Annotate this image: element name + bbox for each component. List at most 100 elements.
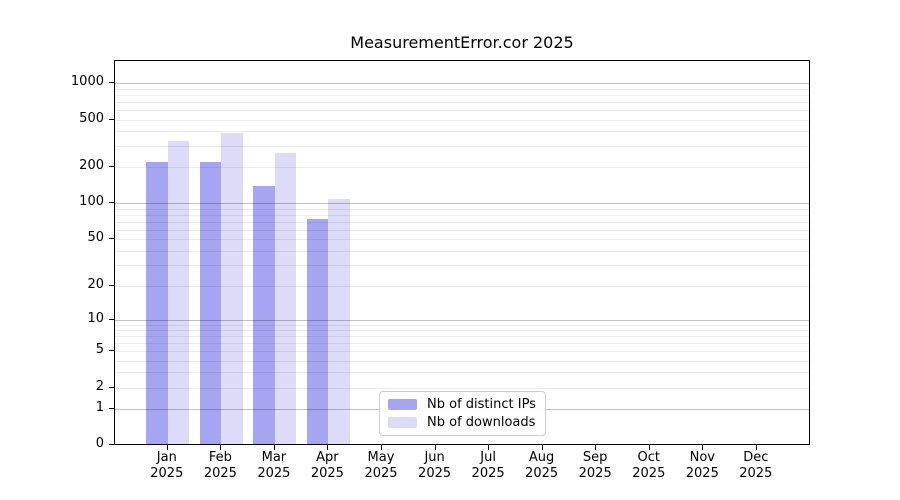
gridline-minor [115,336,809,338]
x-tick-label: Aug 2025 [510,450,574,482]
legend: Nb of distinct IPs Nb of downloads [379,391,546,436]
x-tick-mark [648,445,650,450]
x-tick-year: 2025 [364,466,398,481]
y-tick-mark [109,407,114,409]
gridline-major [115,83,809,85]
y-tick-label: 500 [79,110,104,126]
x-tick-month: Apr [316,450,339,465]
x-tick-mark [488,445,490,450]
gridline-minor [115,221,809,223]
plot-area [114,60,810,445]
x-tick-label: Jul 2025 [456,450,520,482]
gridline-minor [115,95,809,96]
legend-item: Nb of distinct IPs [388,397,537,412]
x-tick-mark [434,445,436,450]
x-tick-year: 2025 [203,466,237,481]
x-tick-year: 2025 [525,466,559,481]
gridline-major [115,203,809,205]
x-tick-year: 2025 [257,466,291,481]
chart-title: MeasurementError.cor 2025 [350,33,574,52]
x-tick-mark [541,445,543,450]
y-tick-label: 10 [87,310,104,326]
gridline-minor [115,215,809,216]
y-tick-label: 2 [95,378,104,394]
legend-swatch-downloads [388,417,417,428]
y-tick-label: 20 [87,276,104,292]
x-tick-label: Dec 2025 [724,450,788,482]
x-tick-year: 2025 [471,466,505,481]
y-tick-mark [109,82,114,84]
gridline-minor [115,131,809,133]
x-tick-mark [702,445,704,450]
gridline-minor [115,360,809,362]
x-tick-year: 2025 [685,466,719,481]
y-tick-mark [109,118,114,120]
x-tick-label: Jun 2025 [403,450,467,482]
x-tick-label: Jan 2025 [135,450,199,482]
x-tick-month: Oct [637,450,661,465]
gridline-minor [115,343,809,345]
x-tick-year: 2025 [578,466,612,481]
legend-label: Nb of downloads [427,415,536,430]
gridline-minor [115,285,809,287]
legend-swatch-distinct-ips [388,399,417,410]
y-tick-label: 100 [79,194,104,210]
bar-distinct-ips [199,162,222,444]
bar-distinct-ips [306,219,329,444]
x-tick-month: Jun [424,450,445,465]
y-tick-label: 50 [87,230,104,246]
gridline-minor [115,229,809,231]
y-tick-mark [109,350,114,352]
x-tick-mark [327,445,329,450]
x-tick-label: Oct 2025 [617,450,681,482]
gridline-minor [115,88,809,90]
x-tick-label: May 2025 [349,450,413,482]
x-tick-mark [220,445,222,450]
gridline-minor [115,110,809,111]
x-tick-mark [166,445,168,450]
y-tick-mark [109,284,114,286]
gridline-minor [115,119,809,121]
gridline-minor [115,239,809,241]
bar-downloads [221,132,243,444]
x-tick-month: Nov [689,450,715,465]
gridline-minor [115,250,809,252]
x-tick-year: 2025 [418,466,452,481]
gridline-minor [115,324,809,326]
x-tick-month: Sep [582,450,608,465]
x-tick-month: Aug [528,450,555,465]
gridline-minor [115,102,809,103]
y-tick-mark [109,444,114,445]
bar-distinct-ips [146,162,168,444]
legend-label: Nb of distinct IPs [427,397,536,412]
x-tick-mark [595,445,597,450]
x-tick-month: Feb [208,450,232,465]
x-tick-mark [755,445,757,450]
x-tick-month: Mar [261,450,287,465]
y-tick-mark [109,318,114,320]
y-tick-label: 1 [95,399,104,415]
gridline-major [115,319,809,321]
y-tick-mark [109,202,114,204]
x-tick-year: 2025 [632,466,666,481]
x-tick-label: Mar 2025 [242,450,306,482]
gridline-minor [115,167,809,169]
x-tick-year: 2025 [310,466,344,481]
y-tick-label: 0 [95,436,104,451]
gridline-minor [115,351,809,353]
bar-downloads [167,140,190,444]
y-tick-label: 200 [79,158,104,174]
y-tick-mark [109,166,114,168]
x-tick-month: Jan [156,450,177,465]
y-tick-label: 5 [95,342,104,358]
x-tick-label: Sep 2025 [563,450,627,482]
y-tick-mark [109,386,114,388]
x-tick-label: Feb 2025 [188,450,252,482]
gridline-minor [115,146,809,148]
x-tick-mark [381,445,382,450]
x-tick-year: 2025 [739,466,773,481]
x-tick-label: Nov 2025 [670,450,734,482]
x-tick-month: Jul [480,450,496,465]
bar-downloads [274,152,297,444]
